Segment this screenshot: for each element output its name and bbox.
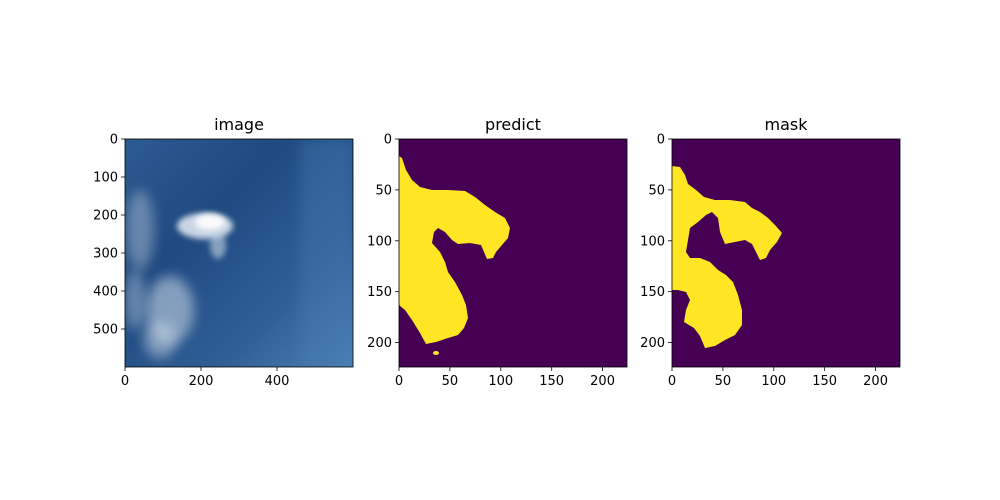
y-tick-label: 200 (93, 209, 118, 224)
x-tick-label: 200 (189, 374, 214, 389)
panel-image: image 0 200 400 0 100 200 300 400 500 (93, 115, 354, 390)
predict-speck (433, 351, 439, 355)
predict-heatmap (399, 139, 627, 367)
panel-mask: mask 0 50 100 150 200 0 50 100 150 200 (640, 115, 901, 390)
predict-region (399, 156, 510, 344)
y-tick-label: 50 (648, 183, 665, 198)
x-tick-label: 100 (761, 374, 786, 389)
x-tick-label: 50 (715, 374, 732, 389)
x-tick-label: 200 (590, 374, 615, 389)
x-tick-label: 150 (812, 374, 837, 389)
x-tick-label: 150 (539, 374, 564, 389)
y-tick-label: 50 (375, 183, 392, 198)
y-tick-label: 300 (93, 247, 118, 262)
x-tick-label: 0 (395, 374, 403, 389)
y-tick-label: 200 (640, 336, 665, 351)
cloud (125, 190, 233, 358)
panel-predict: predict 0 50 100 150 200 0 50 100 150 200 (367, 115, 628, 390)
y-tick-label: 100 (93, 171, 118, 186)
mask-heatmap (672, 139, 900, 367)
ticks-mask: 0 50 100 150 200 0 50 100 150 200 (640, 133, 888, 390)
y-tick-label: 0 (384, 133, 392, 148)
y-tick-label: 100 (640, 234, 665, 249)
mask-region (672, 166, 782, 348)
ticks-image: 0 200 400 0 100 200 300 400 500 (93, 133, 289, 390)
sky-photo (125, 139, 353, 367)
y-tick-label: 500 (93, 323, 118, 338)
y-tick-label: 200 (367, 336, 392, 351)
ticks-predict: 0 50 100 150 200 0 50 100 150 200 (367, 133, 615, 390)
panel-title-image: image (214, 115, 264, 134)
y-tick-label: 0 (657, 133, 665, 148)
x-tick-label: 200 (863, 374, 888, 389)
x-tick-label: 100 (488, 374, 513, 389)
x-tick-label: 0 (121, 374, 129, 389)
y-tick-label: 150 (640, 285, 665, 300)
panel-title-mask: mask (765, 115, 809, 134)
x-tick-label: 0 (668, 374, 676, 389)
x-tick-label: 50 (442, 374, 459, 389)
y-tick-label: 400 (93, 285, 118, 300)
y-tick-label: 100 (367, 234, 392, 249)
y-tick-label: 0 (110, 133, 118, 148)
x-tick-label: 400 (265, 374, 290, 389)
y-tick-label: 150 (367, 285, 392, 300)
panel-title-predict: predict (485, 115, 541, 134)
